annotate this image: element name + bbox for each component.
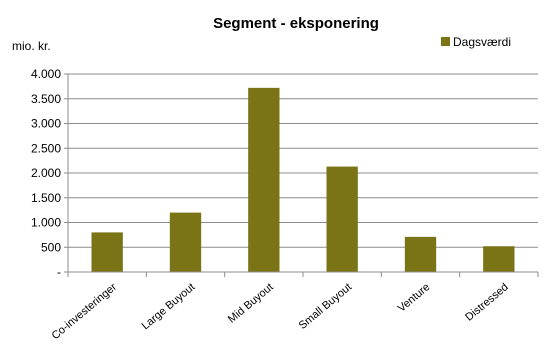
y-tick-label: 1.500: [31, 191, 61, 205]
y-tick-label: -: [57, 265, 61, 279]
x-tick-label: Co-investeringer: [50, 281, 120, 342]
x-tick-label: Mid Buyout: [226, 281, 276, 326]
unit-label: mio. kr.: [12, 39, 51, 53]
y-tick-label: 1.000: [31, 216, 61, 230]
legend-swatch: [441, 37, 450, 46]
bar: [248, 87, 280, 272]
bars: [91, 87, 515, 272]
x-axis: [67, 271, 539, 277]
y-tick-label: 500: [41, 240, 61, 254]
gridlines: [68, 73, 538, 248]
chart-title: Segment - eksponering: [213, 15, 379, 32]
x-tick-label: Venture: [396, 281, 433, 315]
y-tick-label: 4.000: [31, 67, 61, 81]
y-tick-label: 2.000: [31, 166, 61, 180]
x-tick-label: Distressed: [463, 281, 511, 324]
legend-label: Dagsværdi: [453, 35, 511, 49]
bar: [326, 166, 358, 272]
bar: [404, 236, 437, 272]
y-tick-label: 3.000: [31, 117, 61, 131]
bar: [91, 232, 123, 272]
legend: Dagsværdi: [441, 35, 511, 49]
y-tick-label: 3.500: [31, 92, 61, 106]
y-axis: - 500 1.000 1.500 2.000 2.500 3.000 3.500 4.000: [31, 67, 69, 279]
x-tick-label: Small Buyout: [297, 281, 354, 332]
y-tick-label: 2.500: [31, 141, 61, 155]
x-tick-labels: Co-investeringer Large Buyout Mid Buyout Sm…: [50, 281, 511, 342]
bar: [483, 246, 515, 272]
bar: [169, 212, 202, 272]
x-tick-label: Large Buyout: [140, 281, 198, 332]
